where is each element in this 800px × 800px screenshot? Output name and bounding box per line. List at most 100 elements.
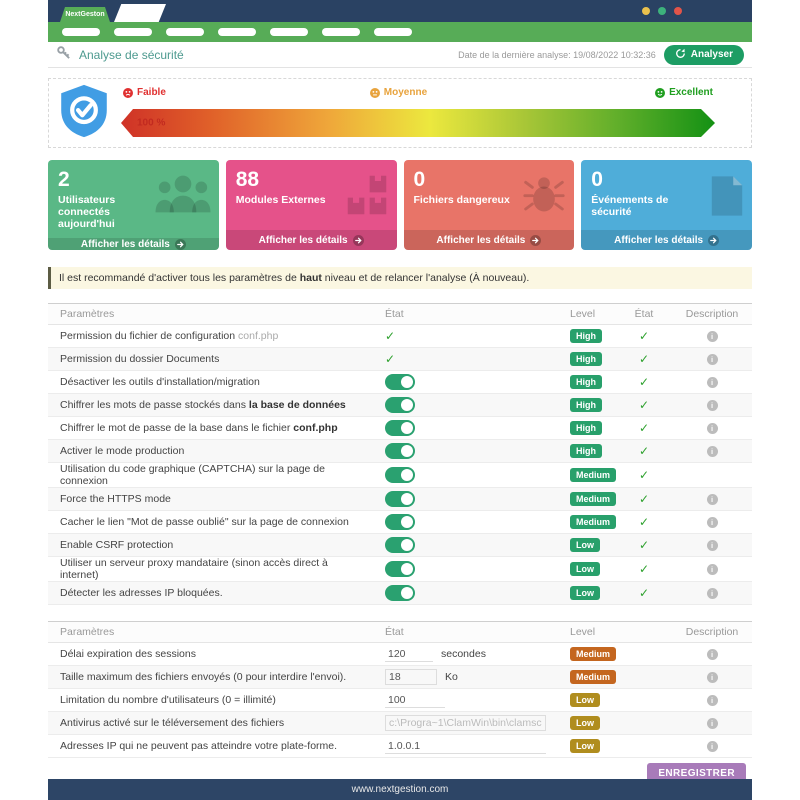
dot-red-icon[interactable] — [674, 7, 682, 15]
table-header-row: Paramètres État Level Description — [48, 621, 752, 643]
toggle-on[interactable] — [385, 585, 415, 601]
value-params-table: Paramètres État Level Description Délai … — [48, 621, 752, 758]
bug-icon — [522, 174, 566, 219]
col-etat: État — [373, 621, 558, 643]
sad-face-icon — [123, 87, 133, 98]
table-row: Enable CSRF protection Low ✓ i — [48, 533, 752, 557]
save-button[interactable]: ENREGISTRER — [647, 763, 746, 784]
info-icon[interactable]: i — [706, 354, 718, 365]
info-icon[interactable]: i — [706, 695, 718, 706]
show-details-button[interactable]: Afficher les détails — [225, 230, 397, 250]
info-icon[interactable]: i — [706, 494, 718, 505]
toggle-on[interactable] — [385, 374, 415, 390]
footer: www.nextgestion.com — [48, 779, 752, 800]
gauge-label-moyenne: Moyenne — [369, 87, 427, 98]
col-level: Level — [558, 621, 672, 643]
show-details-button[interactable]: Afficher les détails — [48, 238, 219, 250]
file-icon — [710, 174, 744, 223]
analyze-button[interactable]: Analyser — [663, 44, 744, 65]
check-icon: ✓ — [638, 515, 650, 529]
col-description: Description — [672, 621, 752, 643]
level-badge: Medium — [570, 670, 617, 684]
secondary-tab[interactable] — [114, 4, 166, 22]
info-icon[interactable]: i — [706, 517, 718, 528]
col-etat: État — [373, 303, 558, 325]
nav-item-placeholder[interactable] — [322, 28, 360, 36]
dot-yellow-icon[interactable] — [642, 7, 650, 15]
table-row: Antivirus activé sur le téléversement de… — [48, 711, 752, 735]
toggle-on[interactable] — [385, 537, 415, 553]
info-icon[interactable]: i — [706, 331, 718, 342]
card-label: Utilisateurs connectés aujourd'hui — [58, 194, 116, 231]
show-details-button[interactable]: Afficher les détails — [581, 230, 752, 250]
check-icon: ✓ — [385, 352, 396, 366]
check-icon: ✓ — [638, 444, 650, 458]
show-details-button[interactable]: Afficher les détails — [403, 230, 575, 250]
nav-item-placeholder[interactable] — [374, 28, 412, 36]
security-score-value: 100 % — [137, 117, 166, 129]
toggle-on[interactable] — [385, 467, 415, 483]
info-icon[interactable]: i — [706, 564, 718, 575]
antivirus-path-input[interactable] — [385, 715, 546, 731]
check-icon: ✓ — [638, 586, 650, 600]
col-level: Level — [558, 303, 616, 325]
level-badge: High — [570, 375, 602, 389]
table-row: Désactiver les outils d'installation/mig… — [48, 370, 752, 394]
footer-url[interactable]: www.nextgestion.com — [351, 784, 449, 795]
nav-item-placeholder[interactable] — [166, 28, 204, 36]
arrow-circle-icon — [174, 238, 186, 250]
level-badge: High — [570, 329, 602, 343]
level-badge: Low — [570, 562, 600, 576]
security-score-bar: 100 % — [121, 109, 715, 137]
check-icon: ✓ — [638, 375, 650, 389]
brand-tab[interactable]: NextGeston — [60, 7, 110, 22]
check-icon: ✓ — [638, 468, 650, 482]
modules-icon — [345, 174, 389, 221]
table-row: Cacher le lien "Mot de passe oublié" sur… — [48, 510, 752, 534]
toggle-on[interactable] — [385, 561, 415, 577]
last-analysis-date: Date de la dernière analyse: 19/08/2022 … — [458, 49, 656, 60]
info-icon[interactable]: i — [706, 718, 718, 729]
level-badge: Medium — [570, 515, 617, 529]
nav-item-placeholder[interactable] — [270, 28, 308, 36]
table-row: Activer le mode production High ✓ i — [48, 439, 752, 463]
nav-item-placeholder[interactable] — [114, 28, 152, 36]
dot-green-icon[interactable] — [658, 7, 666, 15]
toggle-on[interactable] — [385, 420, 415, 436]
check-icon: ✓ — [638, 492, 650, 506]
toggle-on[interactable] — [385, 491, 415, 507]
info-icon[interactable]: i — [706, 446, 718, 457]
refresh-icon — [675, 48, 686, 62]
max-upload-size-input[interactable] — [385, 669, 437, 685]
check-icon: ✓ — [638, 352, 650, 366]
shield-check-icon — [57, 82, 111, 145]
info-icon[interactable]: i — [706, 377, 718, 388]
main-nav — [48, 22, 752, 42]
info-icon[interactable]: i — [706, 423, 718, 434]
check-icon: ✓ — [638, 538, 650, 552]
card-value: 88 — [235, 168, 260, 191]
user-limit-input[interactable] — [385, 692, 445, 708]
table-row: Utiliser un serveur proxy mandataire (si… — [48, 556, 752, 582]
info-icon[interactable]: i — [706, 540, 718, 551]
info-icon[interactable]: i — [706, 741, 718, 752]
table-row: Chiffrer les mots de passe stockés dans … — [48, 393, 752, 417]
info-icon[interactable]: i — [706, 672, 718, 683]
blocked-ip-input[interactable] — [385, 738, 546, 754]
level-badge: High — [570, 398, 602, 412]
info-icon[interactable]: i — [706, 400, 718, 411]
info-icon[interactable]: i — [706, 588, 718, 599]
table-row: Délai expiration des sessions secondes M… — [48, 642, 752, 666]
nav-item-placeholder[interactable] — [218, 28, 256, 36]
nav-item-placeholder[interactable] — [62, 28, 100, 36]
toggle-on[interactable] — [385, 443, 415, 459]
table-row: Force the HTTPS mode Medium ✓ i — [48, 487, 752, 511]
toggle-on[interactable] — [385, 397, 415, 413]
page-header: Analyse de sécurité Date de la dernière … — [48, 42, 752, 68]
toggle-on[interactable] — [385, 514, 415, 530]
table-header-row: Paramètres État Level État Description — [48, 303, 752, 325]
unit-label: secondes — [441, 648, 486, 660]
level-badge: Low — [570, 716, 600, 730]
info-icon[interactable]: i — [706, 649, 718, 660]
session-timeout-input[interactable] — [385, 646, 433, 662]
